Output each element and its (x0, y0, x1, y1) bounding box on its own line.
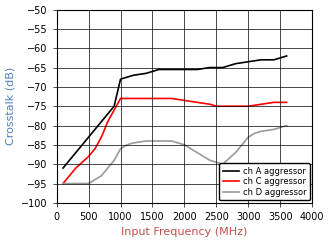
ch D aggressor (99, 174, 103, 177)
ch C aggressor (106, 120, 110, 123)
ch D aggressor (112, 159, 116, 162)
ch A aggressor (272, 58, 276, 61)
ch A aggressor (195, 68, 199, 71)
ch C aggressor (74, 167, 78, 170)
ch C aggressor (246, 105, 250, 108)
ch C aggressor (86, 155, 90, 158)
ch D aggressor (106, 167, 110, 170)
Line: ch D aggressor: ch D aggressor (63, 126, 287, 183)
ch C aggressor (170, 97, 174, 100)
ch D aggressor (234, 151, 238, 154)
ch C aggressor (182, 99, 186, 102)
ch C aggressor (93, 147, 97, 150)
ch D aggressor (259, 130, 263, 133)
ch A aggressor (74, 151, 78, 154)
ch A aggressor (99, 120, 103, 123)
ch C aggressor (272, 101, 276, 104)
ch D aggressor (285, 124, 289, 127)
ch C aggressor (131, 97, 135, 100)
ch A aggressor (221, 66, 225, 69)
ch D aggressor (144, 139, 148, 142)
ch D aggressor (170, 139, 174, 142)
X-axis label: Input Frequency (MHz): Input Frequency (MHz) (121, 227, 248, 237)
ch D aggressor (208, 159, 212, 162)
ch C aggressor (61, 182, 65, 185)
ch A aggressor (86, 136, 90, 139)
ch C aggressor (144, 97, 148, 100)
ch A aggressor (131, 74, 135, 77)
Legend: ch A aggressor, ch C aggressor, ch D aggressor: ch A aggressor, ch C aggressor, ch D agg… (219, 163, 310, 200)
ch A aggressor (214, 66, 218, 69)
Line: ch A aggressor: ch A aggressor (63, 56, 287, 168)
ch D aggressor (125, 143, 129, 146)
Line: ch C aggressor: ch C aggressor (63, 98, 287, 183)
ch A aggressor (157, 68, 161, 71)
ch A aggressor (208, 66, 212, 69)
ch A aggressor (234, 62, 238, 65)
ch A aggressor (61, 167, 65, 170)
ch A aggressor (246, 60, 250, 63)
ch A aggressor (118, 78, 122, 81)
ch D aggressor (246, 136, 250, 139)
ch D aggressor (86, 182, 90, 185)
ch C aggressor (208, 103, 212, 106)
ch D aggressor (195, 151, 199, 154)
ch A aggressor (112, 105, 116, 108)
ch C aggressor (157, 97, 161, 100)
ch D aggressor (253, 132, 257, 135)
ch C aggressor (221, 105, 225, 108)
ch D aggressor (189, 147, 193, 150)
ch D aggressor (118, 147, 122, 150)
ch D aggressor (93, 178, 97, 181)
ch C aggressor (234, 105, 238, 108)
ch A aggressor (144, 72, 148, 75)
ch D aggressor (74, 182, 78, 185)
ch A aggressor (170, 68, 174, 71)
ch A aggressor (182, 68, 186, 71)
ch C aggressor (125, 97, 129, 100)
ch D aggressor (61, 182, 65, 185)
ch A aggressor (259, 58, 263, 61)
ch C aggressor (195, 101, 199, 104)
ch D aggressor (272, 128, 276, 131)
ch C aggressor (214, 105, 218, 108)
ch C aggressor (99, 136, 103, 139)
ch C aggressor (112, 109, 116, 112)
ch C aggressor (118, 97, 122, 100)
ch D aggressor (131, 141, 135, 144)
Y-axis label: Crosstalk (dB): Crosstalk (dB) (6, 67, 16, 145)
ch C aggressor (285, 101, 289, 104)
ch A aggressor (285, 54, 289, 57)
ch D aggressor (157, 139, 161, 142)
ch A aggressor (125, 76, 129, 79)
ch C aggressor (259, 103, 263, 106)
ch D aggressor (221, 163, 225, 166)
ch D aggressor (182, 143, 186, 146)
